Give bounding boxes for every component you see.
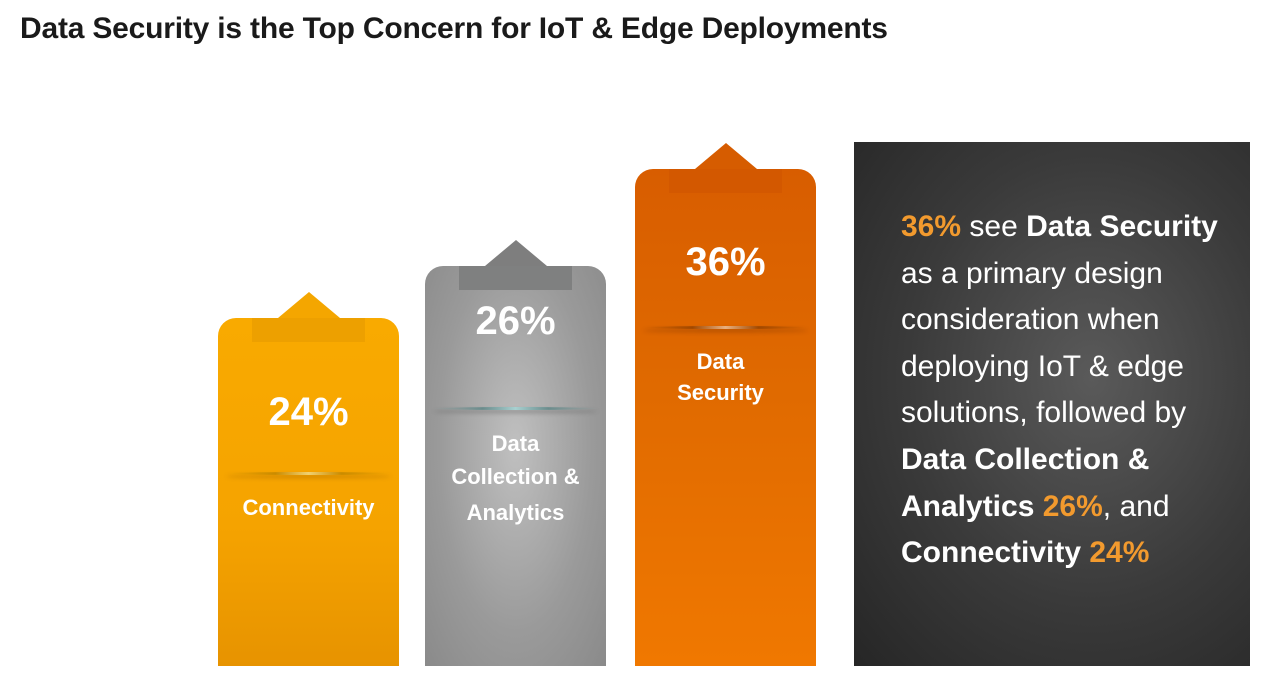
bar-arrow bbox=[277, 292, 340, 318]
summary-text: 36% see Data Security as a primary desig… bbox=[901, 210, 1218, 570]
bar-data-security: 36% Data Security bbox=[635, 143, 816, 666]
bar-value-label: 24% bbox=[268, 390, 349, 434]
bar-category-label: Connectivity bbox=[242, 495, 375, 520]
bar-category-label: Data Security bbox=[677, 349, 764, 405]
bar-arrow bbox=[694, 143, 757, 169]
bar-connectivity: 24% Connectivity bbox=[218, 292, 399, 666]
bar-data-collection-analytics: 26% Data Collection & Analytics bbox=[425, 240, 606, 666]
bar-divider bbox=[226, 472, 391, 475]
bar-divider bbox=[643, 326, 808, 329]
bar-divider bbox=[433, 407, 598, 410]
bar-tab bbox=[459, 266, 572, 290]
bar-value-label: 26% bbox=[475, 299, 556, 343]
bar-value-label: 36% bbox=[685, 240, 766, 284]
bar-category-label: Data Collection & Analytics bbox=[451, 431, 580, 525]
bar-tab bbox=[252, 318, 365, 342]
summary-panel: 36% see Data Security as a primary desig… bbox=[854, 142, 1250, 666]
bar-tab bbox=[669, 169, 782, 193]
bar-arrow bbox=[484, 240, 547, 266]
page-title: Data Security is the Top Concern for IoT… bbox=[20, 12, 888, 45]
